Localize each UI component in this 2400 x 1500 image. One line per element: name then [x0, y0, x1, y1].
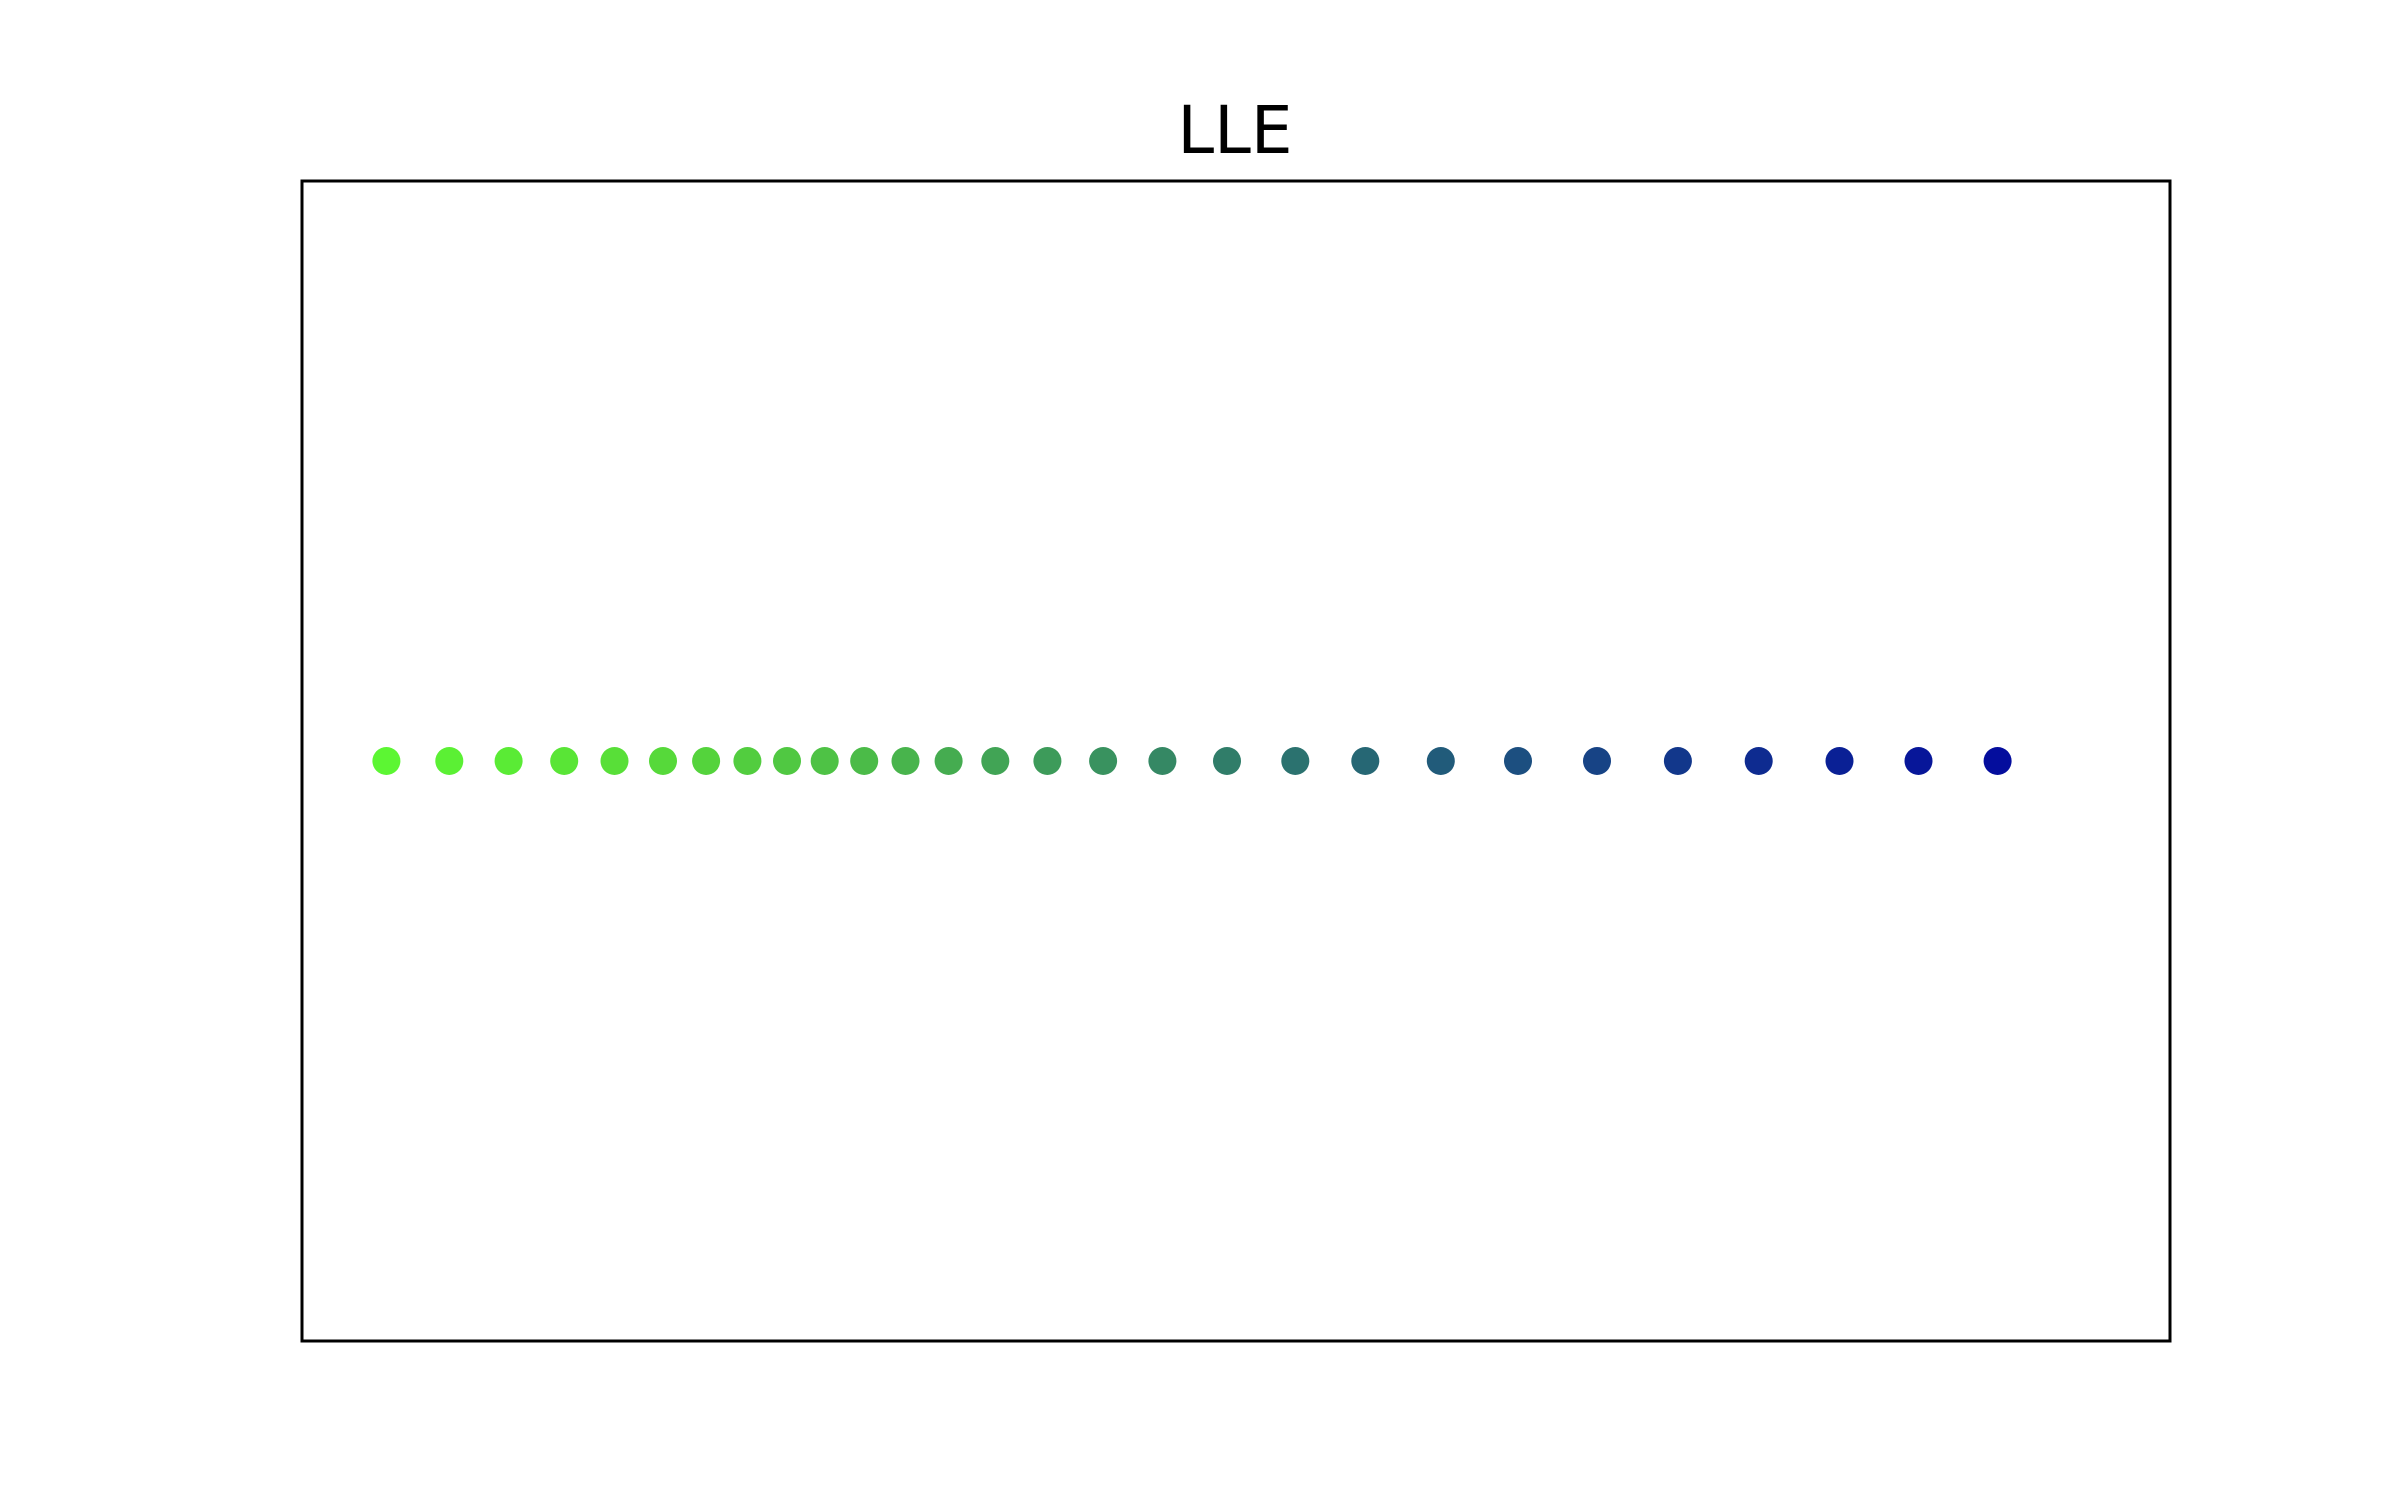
scatter-points [372, 747, 2012, 775]
scatter-point-16 [1089, 747, 1118, 775]
scatter-point-24 [1663, 747, 1692, 775]
scatter-point-20 [1351, 747, 1380, 775]
scatter-point-14 [981, 747, 1010, 775]
scatter-point-2 [435, 747, 464, 775]
chart-title: LLE [1177, 92, 1292, 169]
scatter-point-13 [934, 747, 963, 775]
scatter-point-15 [1033, 747, 1062, 775]
scatter-point-9 [773, 747, 801, 775]
scatter-point-11 [850, 747, 879, 775]
scatter-point-27 [1904, 747, 1933, 775]
scatter-point-8 [733, 747, 762, 775]
scatter-point-26 [1825, 747, 1854, 775]
scatter-point-3 [494, 747, 523, 775]
scatter-point-23 [1583, 747, 1611, 775]
plot-frame [300, 179, 2172, 1343]
scatter-point-7 [692, 747, 721, 775]
scatter-point-10 [810, 747, 839, 775]
scatter-point-18 [1213, 747, 1241, 775]
scatter-point-17 [1148, 747, 1177, 775]
scatter-point-5 [600, 747, 629, 775]
scatter-point-19 [1281, 747, 1310, 775]
scatter-point-21 [1426, 747, 1455, 775]
scatter-point-12 [891, 747, 920, 775]
scatter-point-6 [649, 747, 677, 775]
scatter-point-22 [1504, 747, 1532, 775]
scatter-point-1 [372, 747, 401, 775]
scatter-point-28 [1983, 747, 2012, 775]
scatter-point-25 [1744, 747, 1773, 775]
scatter-point-4 [550, 747, 579, 775]
